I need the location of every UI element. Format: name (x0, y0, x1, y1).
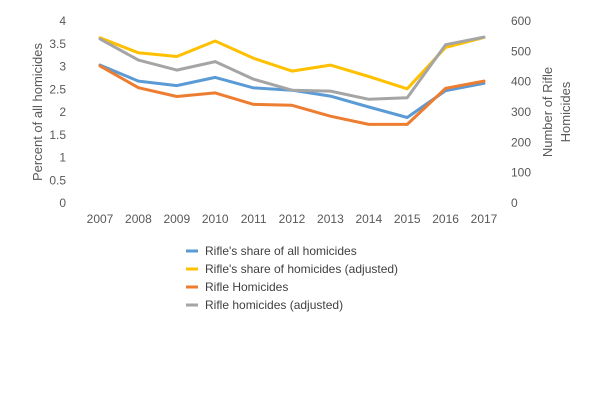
right-tick-label: 0 (511, 196, 518, 210)
legend-label-2: Rifle's share of homicides (adjusted) (205, 262, 398, 276)
legend-label-1: Rifle's share of all homicides (205, 244, 357, 258)
right-axis-title-line-2: Homicides (558, 81, 573, 142)
right-tick-label: 100 (511, 166, 531, 180)
x-tick-label: 2010 (202, 212, 229, 226)
right-axis-ticks: 0 100 200 300 400 500 600 (511, 14, 531, 210)
left-tick-label: 0.5 (49, 173, 66, 187)
left-tick-label: 1.5 (49, 128, 66, 142)
left-axis-ticks: 0 0.5 1 1.5 2 2.5 3 3.5 4 (49, 14, 66, 210)
left-tick-label: 2.5 (49, 82, 66, 96)
x-tick-label: 2009 (163, 212, 190, 226)
left-tick-label: 0 (59, 196, 66, 210)
left-tick-label: 2 (59, 105, 66, 119)
series-lines (98, 35, 486, 126)
x-tick-label: 2008 (125, 212, 152, 226)
x-tick-label: 2014 (355, 212, 382, 226)
x-axis-ticks: 2007 2008 2009 2010 2011 2012 2013 2014 2015 2016… (87, 212, 498, 226)
right-tick-label: 300 (511, 105, 531, 119)
x-tick-label: 2017 (471, 212, 498, 226)
series-line-2 (98, 35, 486, 91)
x-tick-label: 2016 (432, 212, 459, 226)
right-axis-title-line-1: Number of Rifle (540, 67, 555, 157)
left-axis-title: Percent of all homicides (30, 42, 45, 181)
x-tick-label: 2012 (279, 212, 306, 226)
x-tick-label: 2011 (241, 212, 267, 226)
right-tick-label: 400 (511, 75, 531, 89)
right-tick-label: 200 (511, 135, 531, 149)
right-tick-label: 500 (511, 44, 531, 58)
x-tick-label: 2015 (394, 212, 421, 226)
right-tick-label: 600 (511, 14, 531, 28)
left-tick-label: 3.5 (49, 37, 66, 51)
left-tick-label: 4 (59, 14, 66, 28)
series-line-4 (98, 35, 486, 101)
legend-label-4: Rifle homicides (adjusted) (205, 298, 343, 312)
x-tick-label: 2013 (317, 212, 344, 226)
legend: Rifle's share of all homicides Rifle's sh… (186, 244, 398, 312)
legend-label-3: Rifle Homicides (205, 280, 288, 294)
left-tick-label: 3 (59, 60, 66, 74)
left-tick-label: 1 (59, 151, 66, 165)
series-line-3 (98, 64, 486, 126)
x-tick-label: 2007 (87, 212, 114, 226)
